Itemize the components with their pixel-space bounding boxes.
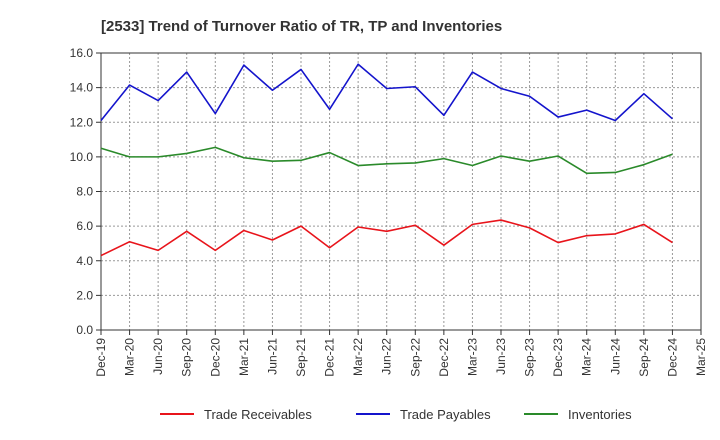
- x-tick-label: Jun-21: [265, 338, 279, 375]
- x-tick-label: Mar-24: [580, 338, 594, 376]
- y-tick-label: 12.0: [70, 115, 94, 129]
- y-tick-label: 4.0: [76, 254, 93, 268]
- series-line-trade-receivables: [100, 219, 673, 257]
- legend-label-trade-receivables: Trade Receivables: [204, 407, 312, 422]
- x-tick-label: Sep-20: [180, 338, 194, 377]
- x-tick-label: Jun-23: [494, 338, 508, 375]
- x-tick-label: Jun-22: [380, 338, 394, 375]
- x-tick-label: Jun-20: [151, 338, 165, 375]
- y-tick-label: 6.0: [76, 219, 93, 233]
- x-tick-label: Mar-20: [123, 338, 137, 376]
- x-tick-label: Jun-24: [608, 338, 622, 375]
- y-tick-label: 0.0: [76, 323, 93, 337]
- y-tick-label: 16.0: [70, 46, 94, 60]
- x-tick-label: Dec-23: [551, 338, 565, 377]
- y-tick-label: 10.0: [70, 150, 94, 164]
- x-tick-label: Sep-22: [408, 338, 422, 377]
- y-tick-label: 14.0: [70, 81, 94, 95]
- grid: [100, 52, 702, 331]
- x-tick-label: Mar-25: [694, 338, 708, 376]
- x-tick-label: Dec-21: [323, 338, 337, 377]
- legend-label-trade-payables: Trade Payables: [400, 407, 491, 422]
- x-tick-label: Dec-22: [437, 338, 451, 377]
- series-line-trade-payables: [100, 63, 673, 122]
- x-tick-label: Dec-19: [94, 338, 108, 377]
- x-tick-label: Sep-21: [294, 338, 308, 377]
- series-layer: [100, 63, 673, 257]
- x-tick-label: Mar-23: [465, 338, 479, 376]
- series-line-inventories: [100, 146, 673, 175]
- x-tick-label: Sep-24: [637, 338, 651, 377]
- legend: Trade Receivables Trade Payables Inventori…: [160, 407, 632, 422]
- x-tick-label: Dec-20: [208, 338, 222, 377]
- x-tick-label: Sep-23: [523, 338, 537, 377]
- y-tick-label: 2.0: [76, 288, 93, 302]
- chart-title: [2533] Trend of Turnover Ratio of TR, TP…: [101, 18, 502, 35]
- axes: 0.0 2.0 4.0 6.0 8.0 10.0 12.0 14.0 16.0 Dec-19 Mar…: [70, 46, 708, 377]
- x-tick-label: Mar-22: [351, 338, 365, 376]
- x-tick-label: Mar-21: [237, 338, 251, 376]
- y-tick-label: 8.0: [76, 185, 93, 199]
- legend-label-inventories: Inventories: [568, 407, 632, 422]
- x-tick-label: Dec-24: [665, 338, 679, 377]
- plot-area-border: [100, 52, 702, 331]
